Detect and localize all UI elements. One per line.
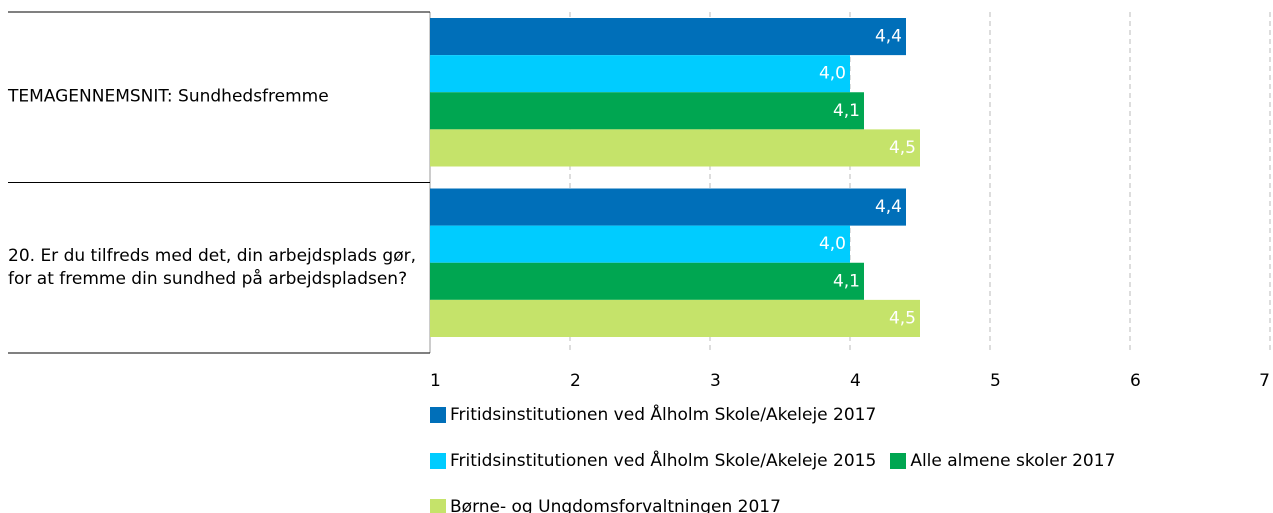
bar: [430, 225, 850, 263]
bar: [430, 129, 920, 167]
x-tick-label: 4: [850, 371, 861, 391]
legend-swatch: [430, 452, 446, 469]
bar: [430, 92, 864, 130]
legend-label: Fritidsinstitutionen ved Ålholm Skole/Ak…: [450, 450, 877, 471]
x-tick-label: 7: [1259, 371, 1270, 391]
x-tick-label: 1: [430, 371, 441, 391]
legend-swatch: [430, 498, 446, 513]
value-label: 4,4: [875, 27, 902, 47]
legend-item: Børne- og Ungdomsforvaltningen 2017: [430, 495, 781, 513]
value-label: 4,4: [875, 197, 902, 217]
legend-swatch: [430, 406, 446, 423]
legend-swatch: [890, 452, 907, 469]
x-tick-label: 2: [570, 371, 581, 391]
bar: [430, 299, 920, 337]
x-tick-label: 5: [990, 371, 1001, 391]
value-label: 4,0: [819, 234, 846, 254]
value-label: 4,5: [889, 138, 916, 158]
category-label: TEMAGENNEMSNIT: Sundhedsfremme: [8, 86, 329, 107]
category-label: 20. Er du tilfreds med det, din arbejdsp…: [8, 245, 416, 289]
bar: [430, 18, 906, 56]
value-label: 4,0: [819, 64, 846, 84]
legend-item: Fritidsinstitutionen ved Ålholm Skole/Ak…: [430, 449, 876, 472]
bar: [430, 55, 850, 93]
legend: Fritidsinstitutionen ved Ålholm Skole/Ak…: [430, 403, 1270, 513]
bar: [430, 262, 864, 300]
legend-item: Fritidsinstitutionen ved Ålholm Skole/Ak…: [430, 403, 876, 426]
legend-item: Alle almene skoler 2017: [890, 449, 1115, 472]
bar: [430, 188, 906, 226]
x-tick-label: 3: [710, 371, 721, 391]
legend-label: Fritidsinstitutionen ved Ålholm Skole/Ak…: [450, 404, 877, 425]
legend-label: Alle almene skoler 2017: [910, 450, 1116, 471]
value-label: 4,1: [833, 271, 860, 291]
value-label: 4,1: [833, 101, 860, 121]
value-label: 4,5: [889, 308, 916, 328]
legend-label: Børne- og Ungdomsforvaltningen 2017: [450, 496, 781, 513]
x-tick-label: 6: [1130, 371, 1141, 391]
